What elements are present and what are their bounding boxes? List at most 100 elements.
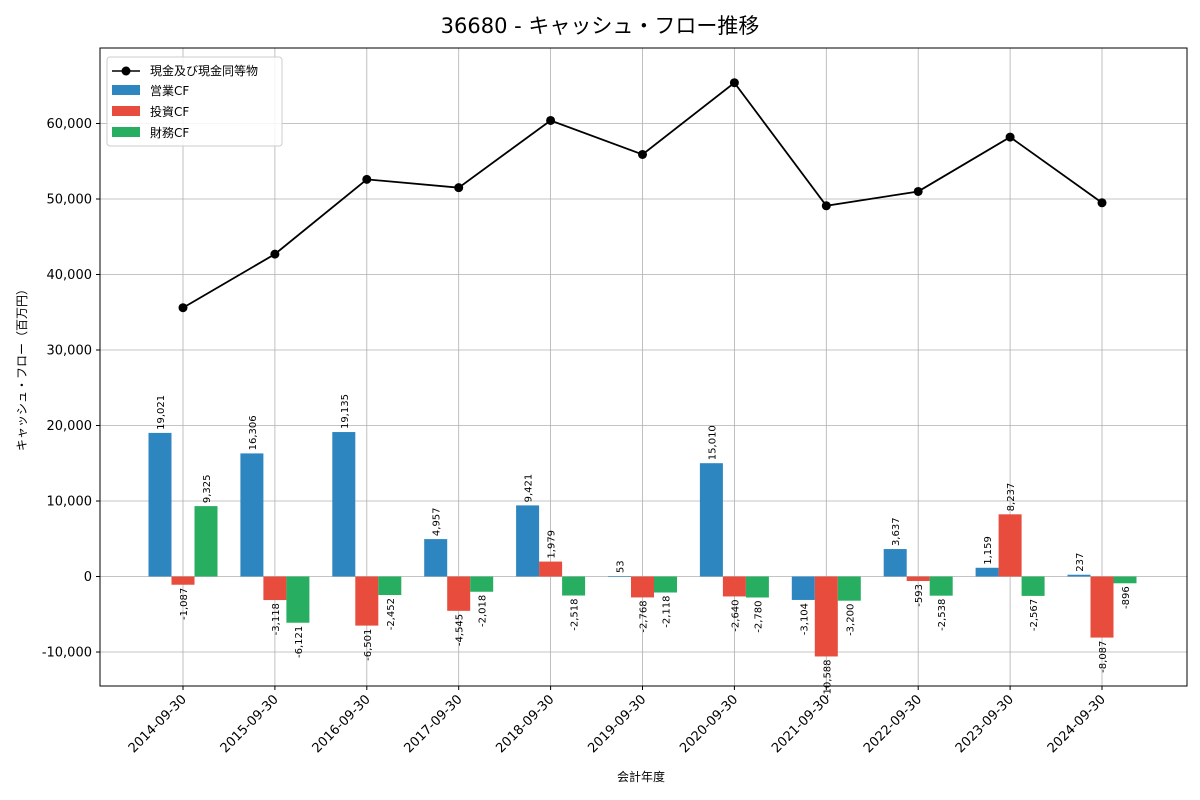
data-label-financing: -2,018 — [478, 595, 489, 627]
data-label-financing: -2,567 — [1029, 599, 1040, 631]
cash-point — [729, 78, 739, 88]
legend-box — [106, 56, 283, 147]
data-label-investing: -1,087 — [179, 588, 190, 620]
data-label-operating: 4,957 — [432, 507, 443, 536]
data-label-investing: -10,588 — [822, 659, 833, 698]
data-label-operating: 16,306 — [248, 415, 259, 450]
x-tick-label: 2021-09-30 — [769, 692, 833, 756]
cash-point — [362, 174, 372, 184]
bar-operating — [424, 539, 448, 577]
bar-financing — [1113, 576, 1137, 584]
data-label-financing: -3,200 — [845, 604, 856, 636]
x-tick-label: 2017-09-30 — [401, 692, 465, 756]
data-label-investing: -2,640 — [730, 599, 741, 631]
bar-investing — [998, 514, 1022, 577]
cash-point — [546, 115, 556, 125]
data-label-investing: 8,237 — [1006, 483, 1017, 512]
y-axis-label: キャッシュ・フロー（百万円） — [15, 283, 29, 451]
data-label-investing: -6,501 — [363, 629, 374, 661]
x-tick-label: 2018-09-30 — [493, 692, 557, 756]
data-label-operating: 15,010 — [707, 425, 718, 460]
bar-financing — [745, 576, 769, 598]
data-label-operating: 19,135 — [340, 394, 351, 429]
bar-investing — [722, 576, 746, 597]
x-axis-label: 会計年度 — [617, 769, 665, 784]
y-tick-label: -10,000 — [42, 646, 92, 661]
bar-financing — [378, 576, 402, 596]
cash-point — [270, 249, 280, 259]
data-label-financing: 9,325 — [202, 474, 213, 503]
bar-financing — [562, 576, 586, 596]
cash-point — [178, 303, 188, 313]
data-label-operating: -3,104 — [799, 603, 810, 635]
bar-operating — [608, 576, 631, 577]
bar-investing — [539, 561, 563, 577]
cash-point — [454, 183, 464, 193]
cash-point — [821, 201, 831, 211]
bar-investing — [171, 576, 195, 585]
x-tick-label: 2022-09-30 — [861, 692, 925, 756]
bar-financing — [286, 576, 310, 623]
x-tick-label: 2023-09-30 — [953, 692, 1017, 756]
bar-investing — [906, 576, 930, 581]
bar-operating — [516, 505, 540, 577]
bar-financing — [837, 576, 861, 601]
data-label-investing: -8,087 — [1098, 641, 1109, 673]
data-label-operating: 237 — [1075, 553, 1086, 572]
legend: 現金及び現金同等物 営業CF 投資CF 財務CF — [106, 56, 283, 147]
bar-operating — [1067, 574, 1091, 577]
bar-operating — [975, 567, 999, 577]
legend-label-financing: 財務CF — [150, 125, 189, 140]
y-tick-label: 10,000 — [47, 495, 93, 510]
legend-label-investing: 投資CF — [150, 104, 189, 119]
data-label-financing: -2,452 — [386, 598, 397, 630]
bars — [148, 432, 1137, 657]
cash-point — [638, 149, 647, 159]
bar-financing — [654, 576, 677, 593]
x-tick-label: 2014-09-30 — [126, 692, 190, 756]
cash-point — [913, 186, 923, 196]
legend-swatch-investing — [112, 106, 140, 116]
y-tick-label: 60,000 — [47, 117, 93, 132]
data-label-operating: 1,159 — [983, 536, 994, 565]
data-label-operating: 53 — [616, 560, 627, 573]
x-ticks: 2014-09-30 2015-09-30 2016-09-30 2017-09-30… — [126, 686, 1109, 756]
y-ticks: -10,000 0 10,000 20,000 30,000 40,000 50,000 60… — [42, 117, 100, 661]
bar-financing — [1021, 576, 1045, 596]
legend-swatch-financing — [112, 127, 140, 137]
bar-financing — [470, 576, 494, 592]
y-tick-label: 40,000 — [47, 268, 93, 283]
bar-operating — [699, 463, 723, 577]
bar-operating — [791, 576, 815, 600]
bar-operating — [332, 432, 356, 577]
data-label-financing: -6,121 — [294, 626, 305, 658]
bar-operating — [148, 432, 172, 577]
bar-financing — [194, 506, 218, 577]
legend-label-cash: 現金及び現金同等物 — [150, 63, 258, 78]
x-tick-label: 2019-09-30 — [585, 692, 649, 756]
y-tick-label: 20,000 — [47, 419, 93, 434]
legend-line-marker — [121, 66, 131, 76]
data-label-operating: 3,637 — [891, 517, 902, 546]
legend-label-operating: 営業CF — [150, 84, 189, 98]
cash-line — [178, 78, 1107, 313]
legend-swatch-operating — [112, 85, 140, 95]
y-tick-label: 0 — [84, 570, 92, 585]
bar-investing — [631, 576, 654, 598]
data-label-operating: 19,021 — [156, 395, 167, 430]
data-label-financing: -896 — [1121, 586, 1132, 609]
bar-investing — [1090, 576, 1114, 638]
bar-operating — [883, 549, 907, 577]
data-label-investing: 1,979 — [547, 530, 558, 559]
bar-investing — [447, 576, 471, 611]
bar-operating — [240, 453, 264, 577]
data-label-financing: -2,118 — [662, 596, 673, 628]
x-tick-label: 2020-09-30 — [677, 692, 741, 756]
data-label-financing: -2,518 — [570, 599, 581, 631]
x-tick-label: 2016-09-30 — [310, 692, 374, 756]
data-label-investing: -2,768 — [639, 600, 650, 632]
x-tick-label: 2015-09-30 — [218, 692, 282, 756]
plot-frame — [99, 47, 1188, 687]
data-label-operating: 9,421 — [524, 474, 535, 503]
